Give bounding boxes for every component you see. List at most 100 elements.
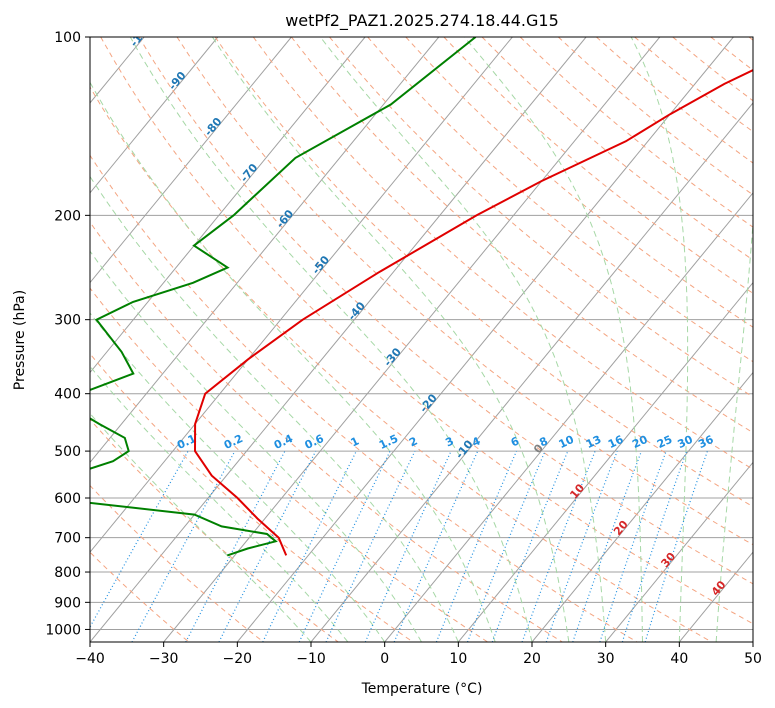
isotherm-line [90, 37, 366, 374]
x-tick-label: −10 [296, 651, 326, 667]
dry-adiabat-line [634, 37, 753, 133]
mixing-ratio-line [262, 450, 357, 642]
isotherm-line [457, 281, 753, 642]
dry-adiabat-line [90, 287, 488, 642]
background-lines [90, 37, 753, 642]
isotherm-line [678, 551, 753, 642]
mixing-ratio-line [545, 450, 618, 642]
y-tick-label: 900 [54, 595, 81, 611]
isotherm-label: 40 [709, 578, 729, 598]
y-axis-label: Pressure (hPa) [12, 290, 28, 390]
mixing-ratio-label: 2 [407, 434, 419, 449]
mixing-ratio-line [621, 450, 688, 642]
isotherm-line [605, 461, 753, 642]
mixing-ratio-line [572, 450, 643, 642]
isotherm-line [310, 102, 753, 642]
isotherm-line [90, 37, 587, 642]
isotherm-line [236, 37, 734, 642]
isotherm-label: -30 [381, 345, 404, 369]
y-tick-label: 1000 [45, 622, 81, 638]
mixing-ratio-line [435, 450, 518, 642]
y-tick-label: 300 [54, 313, 81, 329]
mixing-ratio-label: 1.5 [377, 432, 400, 452]
y-tick-label: 800 [54, 565, 81, 581]
isotherm-label: 20 [611, 518, 631, 538]
moist-adiabat-line [464, 37, 643, 642]
moist-adiabat-line [211, 37, 570, 642]
dry-adiabat-line [291, 37, 753, 434]
isotherm-line [90, 37, 219, 194]
moist-adiabat-line [715, 216, 753, 642]
dry-adiabat-line [90, 353, 414, 642]
plot-frame [89, 36, 754, 643]
dry-adiabat-line [90, 86, 712, 642]
y-axis: 100 200 300 400 500 600 700 800 900 1000 [45, 30, 90, 638]
moist-adiabat-line [90, 365, 349, 642]
y-tick-label: 600 [54, 491, 81, 507]
mixing-ratio-line [466, 450, 546, 642]
mixing-ratio-label: 25 [655, 433, 674, 451]
profile-lines [90, 37, 753, 557]
dry-adiabat-line [90, 154, 638, 642]
dry-adiabat-line [90, 484, 264, 642]
mixing-ratio-label: 36 [696, 433, 716, 451]
isotherm-line [90, 37, 292, 284]
x-tick-label: 20 [523, 651, 541, 667]
x-tick-label: −20 [223, 651, 253, 667]
dry-adiabat-line [329, 37, 753, 398]
dry-adiabat-line [90, 221, 563, 642]
dry-adiabat-line [367, 37, 753, 363]
y-tick-label: 100 [54, 30, 81, 46]
dry-adiabat-line [443, 37, 753, 294]
isotherm-line [531, 371, 753, 642]
x-tick-label: 0 [380, 651, 389, 667]
isotherm-line [90, 37, 513, 553]
line-labels: 0.1 0.2 0.4 0.6 1 1.5 2 3 4 6 8 10 13 16 20 25 30 36-100-… [128, 37, 729, 598]
mixing-ratio-label: 16 [606, 433, 626, 451]
y-tick-label: 500 [54, 444, 81, 460]
isotherm-label: -70 [238, 161, 261, 185]
isotherm-line [90, 37, 440, 464]
isotherm-label: 30 [659, 550, 679, 570]
moist-adiabat-line [320, 37, 607, 642]
x-tick-label: −30 [149, 651, 179, 667]
dry-adiabat-line [100, 37, 753, 625]
mixing-ratio-line [131, 450, 236, 642]
x-tick-label: 30 [597, 651, 615, 667]
mixing-ratio-label: 13 [584, 433, 603, 451]
mixing-ratio-line [364, 450, 452, 642]
moist-adiabat-line [90, 81, 496, 642]
mixing-ratio-line [491, 450, 569, 642]
temperature-line [193, 69, 753, 556]
isotherm-label: -50 [309, 253, 332, 277]
mixing-ratio-line [298, 450, 391, 642]
moist-adiabat-line [90, 175, 459, 642]
mixing-ratio-line [521, 450, 596, 642]
moist-adiabat-line [129, 37, 533, 642]
dewpoint-line [90, 37, 477, 557]
mixing-ratio-label: 20 [630, 433, 650, 451]
mixing-ratio-label: 30 [676, 433, 696, 451]
mixing-ratio-label: 6 [509, 434, 522, 449]
mixing-ratio-line [599, 450, 667, 642]
y-tick-label: 200 [54, 208, 81, 224]
mixing-ratio-label: 0.4 [272, 432, 295, 452]
dry-adiabat-line [176, 37, 753, 546]
isotherm-line [752, 641, 753, 642]
mixing-ratio-line [393, 450, 479, 642]
y-tick-label: 700 [54, 531, 81, 547]
y-tick-label: 400 [54, 387, 81, 403]
chart-title: wetPf2_PAZ1.2025.274.18.44.G15 [285, 11, 559, 31]
dry-adiabat-line [252, 37, 753, 470]
isotherm-label: -60 [274, 207, 297, 231]
isotherm-line [163, 37, 661, 642]
mixing-ratio-line [218, 450, 317, 642]
moist-adiabat-line [90, 312, 386, 642]
x-tick-label: 40 [670, 651, 688, 667]
x-axis: −40 −30 −20 −10 0 10 20 30 40 50 [75, 642, 762, 667]
isotherm-label: -90 [166, 69, 189, 93]
dry-adiabat-line [405, 37, 753, 328]
x-axis-label: Temperature (°C) [361, 681, 483, 697]
isotherm-label: -20 [417, 391, 440, 415]
